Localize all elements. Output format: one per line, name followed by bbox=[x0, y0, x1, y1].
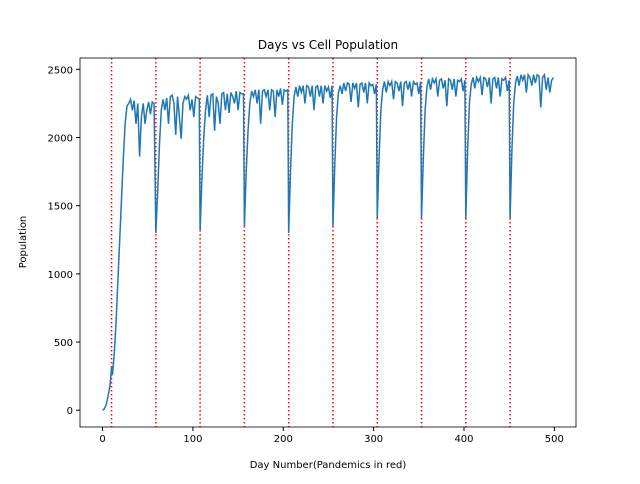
data-line bbox=[102, 72, 555, 411]
x-tick-label: 200 bbox=[274, 434, 293, 445]
y-tick-label: 1500 bbox=[48, 202, 73, 213]
y-tick-label: 2000 bbox=[48, 134, 73, 145]
x-tick-label: 400 bbox=[454, 434, 473, 445]
chart-title: Days vs Cell Population bbox=[258, 38, 398, 52]
y-axis-label: Population bbox=[18, 216, 29, 269]
x-tick-label: 300 bbox=[364, 434, 383, 445]
x-tick-label: 500 bbox=[545, 434, 564, 445]
x-axis-label: Day Number(Pandemics in red) bbox=[250, 460, 407, 471]
y-tick-label: 1000 bbox=[48, 270, 73, 281]
y-tick-label: 0 bbox=[67, 406, 73, 417]
y-tick-label: 500 bbox=[54, 338, 73, 349]
axes-frame bbox=[79, 57, 577, 428]
y-tick-label: 2500 bbox=[48, 65, 73, 76]
x-tick-label: 0 bbox=[99, 434, 105, 445]
x-tick-label: 100 bbox=[183, 434, 202, 445]
